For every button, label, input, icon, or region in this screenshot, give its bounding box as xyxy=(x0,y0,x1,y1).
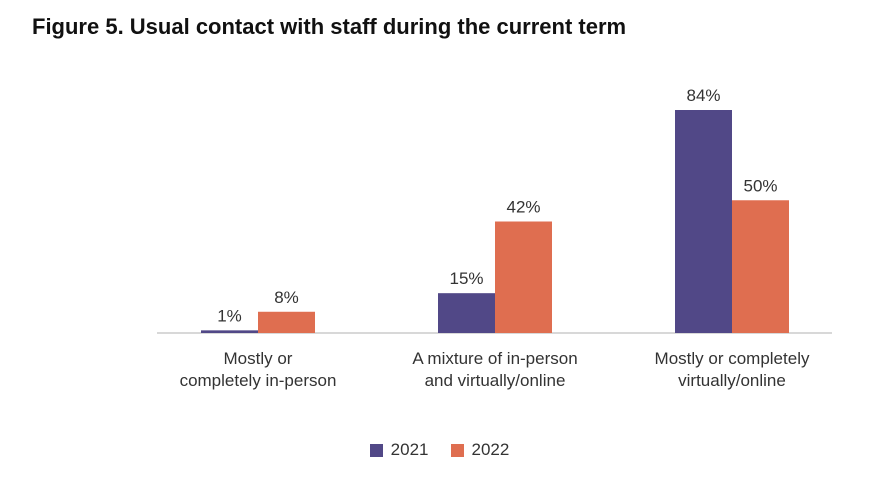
bar-2021-2 xyxy=(675,110,732,333)
category-label-line: Mostly or completely xyxy=(654,349,810,368)
category-label: Mostly or completely in-person xyxy=(143,348,373,392)
bar-2022-1 xyxy=(495,221,552,333)
category-label: Mostly or completely virtually/online xyxy=(617,348,847,392)
chart-title: Figure 5. Usual contact with staff durin… xyxy=(32,14,627,39)
legend-label: 2022 xyxy=(471,440,510,459)
legend-swatch xyxy=(369,443,383,457)
category-label-line: Mostly or xyxy=(223,349,293,368)
data-label: 8% xyxy=(274,288,299,307)
legend-swatch xyxy=(450,443,464,457)
data-label: 1% xyxy=(217,306,242,325)
bar-2021-0 xyxy=(201,330,258,333)
category-label-line: virtually/online xyxy=(678,371,786,390)
bar-2022-0 xyxy=(258,311,315,333)
category-label-line: and virtually/online xyxy=(424,371,566,390)
data-label: 42% xyxy=(506,198,540,217)
bar-2022-2 xyxy=(732,200,789,333)
category-label: A mixture of in-person and virtually/onl… xyxy=(380,348,610,392)
legend-item-2022[interactable]: 2022 xyxy=(450,440,510,460)
legend: 2021 2022 xyxy=(0,440,879,460)
legend-label: 2021 xyxy=(390,440,429,459)
category-label-line: A mixture of in-person xyxy=(412,349,578,368)
data-label: 84% xyxy=(686,86,720,105)
bar-2021-1 xyxy=(438,293,495,333)
legend-item-2021[interactable]: 2021 xyxy=(369,440,429,460)
data-label: 15% xyxy=(449,269,483,288)
data-label: 50% xyxy=(743,176,777,195)
category-label-line: completely in-person xyxy=(179,371,337,390)
